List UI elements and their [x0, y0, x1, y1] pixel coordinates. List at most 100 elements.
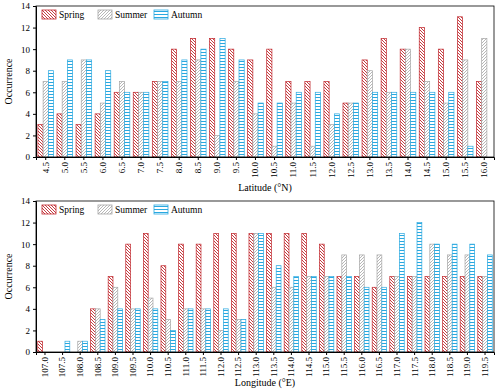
x-tick-mark [179, 157, 180, 160]
x-tick-mark [115, 352, 116, 355]
bar [148, 298, 153, 352]
y-tick-label: 12 [21, 23, 30, 33]
bar [324, 277, 329, 353]
bar [65, 341, 70, 352]
bar [196, 244, 201, 352]
x-tick: 8.5 [193, 157, 203, 173]
bar [182, 60, 187, 157]
y-tick-mark [33, 244, 36, 245]
bar [390, 277, 395, 353]
x-tick: 6.5 [117, 157, 127, 173]
legend-label: Autumn [171, 205, 202, 215]
bar [38, 125, 43, 157]
x-tick-label: 5.0 [60, 162, 70, 174]
x-tick: 12.5 [346, 157, 356, 178]
x-tick-label: 16.0 [479, 162, 489, 178]
bar [310, 146, 315, 157]
bar [468, 146, 473, 157]
x-tick-label: 11.0 [288, 162, 298, 178]
bar [430, 244, 435, 352]
bar [133, 92, 138, 157]
y-tick-mark [33, 49, 36, 50]
plot-frame [36, 6, 494, 157]
x-tick: 7.5 [155, 157, 165, 173]
x-tick-mark [64, 157, 65, 160]
bar [144, 92, 149, 157]
x-tick-label: 107.0 [40, 357, 50, 378]
bar [43, 82, 48, 158]
x-tick-mark [331, 157, 332, 160]
y-tick-mark [33, 6, 36, 7]
bar [296, 92, 301, 157]
bar [106, 71, 111, 157]
x-tick-label: 119.0 [462, 357, 472, 377]
x-tick-label: 112.0 [216, 357, 226, 377]
x-tick-mark [449, 352, 450, 355]
x-axis: 4.55.05.56.06.57.07.58.08.59.09.510.010.… [37, 157, 495, 178]
legend-swatch [154, 205, 168, 214]
x-tick-label: 15.5 [460, 162, 470, 178]
bar [234, 82, 239, 158]
bar [324, 82, 329, 158]
y-tick: 12 [21, 218, 36, 228]
bar [196, 60, 201, 157]
bar [108, 277, 113, 353]
bar [347, 277, 352, 353]
legend-label: Summer [115, 205, 148, 215]
bar [113, 287, 118, 352]
bar [417, 223, 422, 352]
bar [201, 309, 206, 352]
x-tick-label: 109.5 [128, 357, 138, 378]
legend-item: Summer [98, 10, 148, 20]
x-tick-label: 8.5 [193, 162, 203, 174]
x-tick-mark [484, 157, 485, 160]
bar [153, 309, 158, 352]
x-tick-mark [465, 157, 466, 160]
x-tick-label: 9.5 [231, 162, 241, 174]
y-tick-label: 10 [21, 240, 31, 250]
bar [447, 255, 452, 352]
x-tick: 11.5 [308, 157, 318, 177]
legend-swatch [154, 10, 168, 19]
x-tick: 10.0 [250, 157, 260, 178]
bar [100, 103, 105, 157]
bars [38, 17, 487, 157]
x-tick: 113.5 [269, 352, 279, 377]
bar [177, 82, 182, 158]
bar [359, 255, 364, 352]
y-tick-label: 2 [26, 326, 31, 336]
bar [443, 277, 448, 353]
bar [210, 38, 215, 157]
bar [81, 60, 86, 157]
x-tick-mark [97, 352, 98, 355]
x-tick: 7.0 [136, 157, 146, 173]
bar [405, 49, 410, 157]
x-tick: 5.5 [79, 157, 89, 173]
x-tick-mark [414, 352, 415, 355]
x-tick-mark [102, 157, 103, 160]
x-tick-mark [238, 352, 239, 355]
y-tick-mark [33, 352, 36, 353]
y-tick: 4 [26, 304, 37, 314]
bar [430, 92, 435, 157]
bar [78, 341, 83, 352]
bar [395, 277, 400, 353]
bar [284, 233, 289, 352]
x-tick-mark [361, 352, 362, 355]
bar [294, 277, 299, 353]
bar [302, 233, 307, 352]
bar [258, 103, 263, 157]
x-tick-mark [485, 352, 486, 355]
x-tick-label: 6.5 [117, 162, 127, 174]
chart: 024681012144.55.05.56.06.57.07.58.08.59.… [3, 1, 495, 194]
y-axis: 02468101214 [21, 196, 37, 357]
x-tick-label: 114.0 [286, 357, 296, 377]
y-tick: 0 [26, 152, 37, 162]
x-tick-label: 8.0 [174, 162, 184, 174]
x-tick-mark [274, 157, 275, 160]
bar [482, 38, 487, 157]
x-tick-mark [309, 352, 310, 355]
bar [166, 320, 171, 352]
x-tick-mark [369, 157, 370, 160]
x-axis: 107.0107.5108.0108.5109.0109.5110.0110.5… [37, 352, 495, 377]
